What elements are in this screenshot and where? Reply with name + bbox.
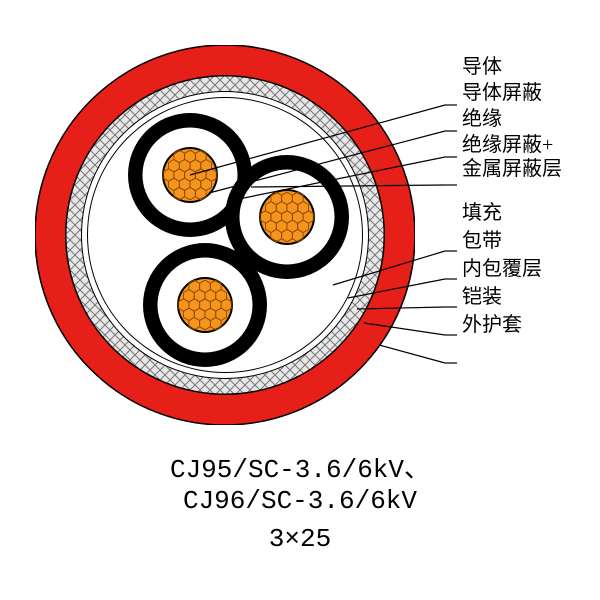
label-conductor: 导体 [462, 55, 502, 79]
caption-line-2: CJ96/SC-3.6/6kV [0, 486, 600, 516]
label-armor: 铠装 [462, 285, 502, 309]
label-ins-shield-b: 金属屏蔽层 [462, 157, 562, 181]
caption-line-1: CJ95/SC-3.6/6kV、 [0, 448, 600, 485]
caption-line-3: 3×25 [0, 524, 600, 554]
label-inner-cover: 内包覆层 [462, 257, 542, 281]
label-tape: 包带 [462, 229, 502, 253]
label-ins-shield-a: 绝缘屏蔽+ [462, 133, 553, 157]
label-insulation: 绝缘 [462, 107, 502, 131]
label-jacket: 外护套 [462, 313, 522, 337]
label-filler: 填充 [462, 201, 502, 225]
leader-lines [35, 45, 465, 425]
label-conductor-shield: 导体屏蔽 [462, 81, 542, 105]
